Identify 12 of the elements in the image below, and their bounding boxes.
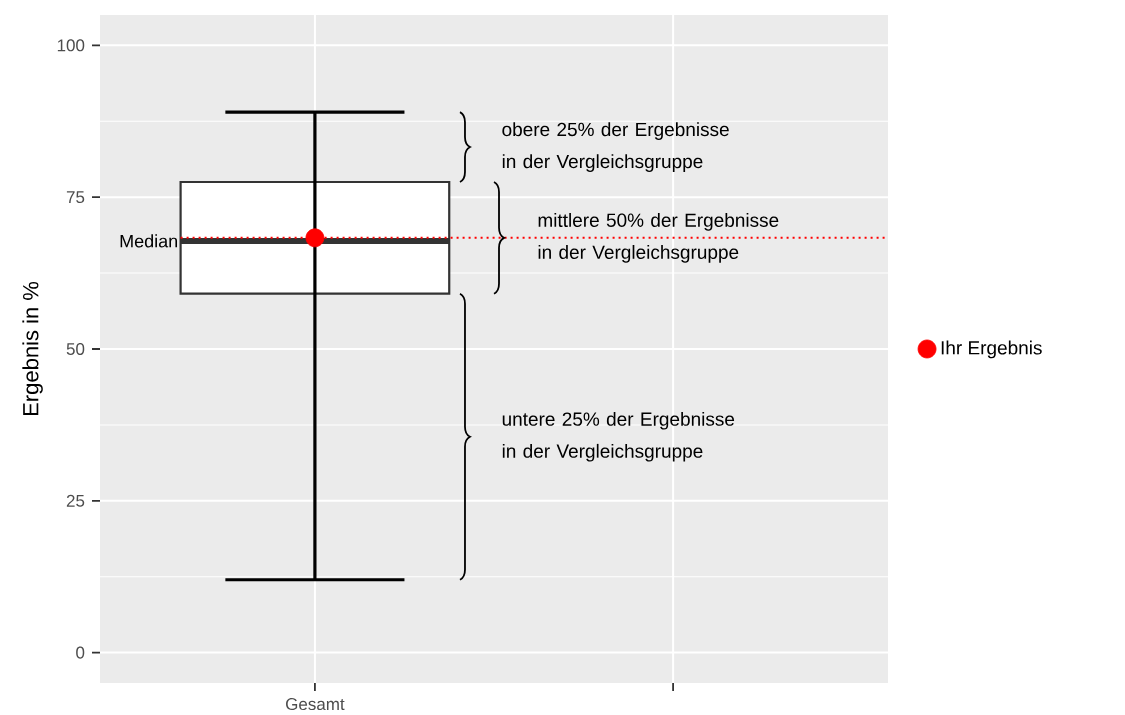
y-tick-label: 75 bbox=[66, 191, 85, 204]
legend-label: Ihr Ergebnis bbox=[941, 340, 1042, 359]
y-tick-label: 50 bbox=[66, 342, 85, 355]
annotation: Median bbox=[120, 234, 178, 248]
y-tick-label: 25 bbox=[66, 494, 85, 507]
annotation: obere 25% der Ergebnisse in der Vergleichsgruppe bbox=[502, 122, 729, 172]
annotation: untere 25% der Ergebnisse in der Vergleichsgruppe bbox=[502, 411, 735, 462]
y-tick-label: 100 bbox=[57, 39, 85, 52]
y-tick-label: 0 bbox=[76, 646, 85, 659]
x-tick-label: Gesamt bbox=[286, 698, 345, 711]
y-axis-title: Ergebnis in % bbox=[22, 281, 43, 416]
annotation: mittlere 50% der Ergebnisse in der Vergleichsgruppe bbox=[538, 212, 779, 263]
